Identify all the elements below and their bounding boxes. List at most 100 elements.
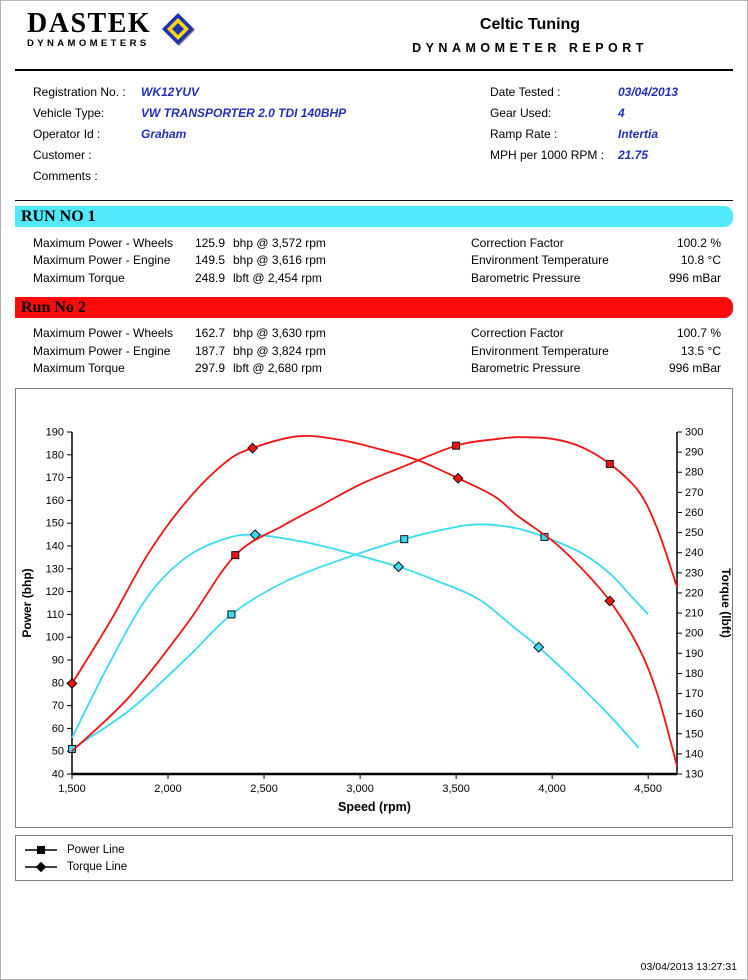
info-value: WK12YUV — [141, 84, 200, 99]
info-runs-divider — [15, 200, 733, 201]
torque-tick-label: 260 — [685, 507, 703, 519]
power-tick-label: 130 — [46, 563, 64, 575]
info-value: 4 — [618, 105, 625, 120]
dastek-logo: DASTEK DYNAMOMETERS — [27, 10, 327, 49]
stat-row: Maximum Torque 248.9 lbft @ 2,454 rpm Barom… — [15, 269, 733, 287]
diamond-marker-icon — [25, 861, 57, 872]
info-label: Operator Id : — [33, 126, 101, 141]
torque-axis-title: Torque (lbft) — [719, 568, 733, 638]
torque-marker-run-1-torque — [533, 641, 545, 653]
torque-tick-label: 300 — [685, 427, 703, 439]
square-marker-icon — [25, 845, 57, 854]
stat-right-value: 13.5 °C — [680, 343, 721, 358]
stat-label: Maximum Power - Wheels — [33, 326, 174, 341]
torque-marker-run-2-torque — [604, 595, 616, 607]
stat-right-label: Correction Factor — [471, 326, 564, 341]
info-value: VW TRANSPORTER 2.0 TDI 140BHP — [141, 105, 347, 120]
speed-tick-label: 3,500 — [442, 783, 470, 795]
logo-subtitle: DYNAMOMETERS — [27, 38, 150, 49]
legend-label: Torque Line — [67, 860, 128, 873]
stat-label: Maximum Torque — [33, 270, 125, 285]
timestamp: 03/04/2013 13:27:31 — [640, 961, 737, 973]
stat-row: Maximum Torque 297.9 lbft @ 2,680 rpm Barom… — [15, 360, 733, 378]
info-label: Gear Used: — [490, 105, 552, 120]
stat-right-label: Environment Temperature — [471, 253, 609, 268]
info-label: Date Tested : — [490, 84, 561, 99]
torque-tick-label: 140 — [685, 748, 703, 760]
info-row: Operator Id : Graham — [15, 123, 470, 144]
stat-value: 297.9 — [194, 361, 225, 376]
dastek-logo-icon — [162, 13, 196, 46]
run-section-1: RUN NO 1 Maximum Power - Wheels 125.9 bhp @… — [1, 206, 747, 287]
torque-tick-label: 230 — [685, 567, 703, 579]
speed-tick-label: 2,000 — [154, 783, 182, 795]
speed-tick-label: 4,000 — [538, 783, 566, 795]
speed-axis-title: Speed (rpm) — [338, 800, 411, 814]
stat-unit: lbft @ 2,454 rpm — [233, 270, 322, 285]
speed-tick-label: 2,500 — [250, 783, 278, 795]
stat-right-label: Barometric Pressure — [471, 361, 581, 376]
torque-marker-run-2-torque — [452, 472, 464, 484]
stat-unit: lbft @ 2,680 rpm — [233, 361, 322, 376]
stat-label: Maximum Torque — [33, 361, 125, 376]
stat-row: Maximum Power - Engine 187.7 bhp @ 3,824 r… — [15, 342, 733, 360]
report-title-block: Celtic Tuning DYNAMOMETER REPORT — [327, 11, 733, 55]
info-row: Customer : — [15, 144, 470, 165]
torque-tick-label: 210 — [685, 608, 703, 620]
power-tick-label: 80 — [52, 677, 64, 689]
info-column-right: Date Tested : 03/04/2013 Gear Used: 4 Ramp R… — [470, 81, 733, 186]
torque-marker-run-2-torque — [66, 677, 78, 689]
stat-unit: bhp @ 3,630 rpm — [233, 326, 326, 341]
stat-right-value: 100.2 % — [676, 235, 721, 250]
footer: 03/04/2013 13:27:31 — [641, 961, 737, 973]
stat-value: 149.5 — [194, 253, 225, 268]
torque-tick-label: 170 — [685, 688, 703, 700]
power-tick-label: 90 — [52, 655, 64, 667]
power-marker-run-2-power — [452, 441, 461, 450]
stat-label: Maximum Power - Wheels — [33, 235, 174, 250]
legend-item-torque-line: Torque Line — [24, 858, 724, 875]
stat-right-value: 996 mBar — [668, 361, 721, 376]
stat-unit: bhp @ 3,572 rpm — [233, 235, 326, 250]
power-tick-label: 140 — [46, 541, 64, 553]
report-title: Celtic Tuning — [479, 16, 581, 33]
stat-row: Maximum Power - Wheels 162.7 bhp @ 3,630 r… — [15, 325, 733, 343]
speed-tick-label: 4,500 — [634, 783, 662, 795]
info-label: Registration No. : — [33, 84, 126, 99]
run-section-2: Run No 2 Maximum Power - Wheels 162.7 bhp @… — [1, 296, 747, 378]
legend-label: Power Line — [67, 843, 125, 856]
stat-row: Maximum Power - Engine 149.5 bhp @ 3,616 r… — [15, 252, 733, 270]
run-stats: Maximum Power - Wheels 125.9 bhp @ 3,572 r… — [1, 227, 747, 287]
torque-tick-label: 160 — [685, 708, 703, 720]
info-label: Customer : — [33, 147, 92, 162]
stat-value: 248.9 — [194, 270, 225, 285]
info-label: Comments : — [33, 168, 98, 183]
series-line-run-1-torque — [71, 533, 640, 749]
report-header: DASTEK DYNAMOMETERS Celtic Tuning DYNAMO… — [1, 1, 747, 63]
stat-label: Maximum Power - Engine — [33, 253, 171, 268]
stat-value: 162.7 — [194, 326, 225, 341]
power-marker-run-1-power — [400, 535, 409, 544]
stat-unit: bhp @ 3,616 rpm — [233, 253, 326, 268]
power-marker-run-1-power — [227, 610, 236, 619]
speed-tick-label: 1,500 — [58, 783, 86, 795]
vehicle-info-section: Registration No. : WK12YUV Vehicle Type: VW… — [1, 71, 747, 186]
power-marker-run-2-power — [605, 459, 614, 468]
legend-square — [37, 845, 45, 854]
stat-unit: bhp @ 3,824 rpm — [233, 343, 326, 358]
series-line-run-2-torque — [71, 435, 678, 767]
series-line-run-1-power — [71, 523, 649, 750]
torque-tick-label: 270 — [685, 487, 703, 499]
stat-right-value: 100.7 % — [676, 326, 721, 341]
torque-tick-label: 130 — [685, 769, 703, 781]
info-label: Ramp Rate : — [490, 126, 558, 141]
stat-right-value: 10.8 °C — [680, 253, 721, 268]
info-row: MPH per 1000 RPM : 21.75 — [470, 144, 733, 165]
run-banner: RUN NO 1 — [15, 206, 733, 227]
stat-right-label: Correction Factor — [471, 235, 564, 250]
run-stats: Maximum Power - Wheels 162.7 bhp @ 3,630 r… — [1, 318, 747, 378]
speed-tick-label: 3,000 — [346, 783, 374, 795]
info-value: 21.75 — [618, 147, 649, 162]
info-value: Graham — [141, 126, 187, 141]
info-row: Registration No. : WK12YUV — [15, 81, 470, 102]
